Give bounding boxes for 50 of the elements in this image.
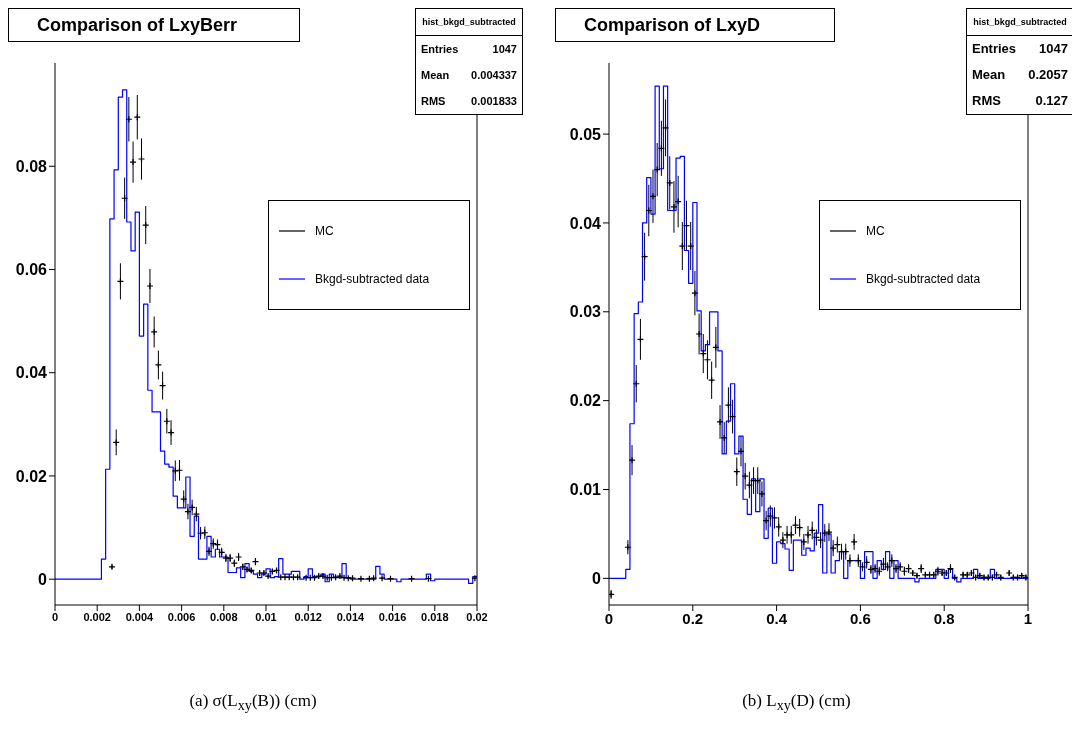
annotation: RMS [972, 92, 1001, 110]
x-tick-label: 1 [1023, 609, 1033, 627]
text: Entries [421, 42, 459, 57]
annotation: Mean [421, 68, 450, 83]
x-axis-title: (a) σ(L$_{xy}$(B)) (cm) [188, 691, 318, 715]
annotation: RMS [421, 94, 446, 109]
x-tick-label: 0.004 [125, 610, 155, 623]
x-tick-label: 0.02 [466, 610, 488, 623]
x-tick-label: 0.2 [682, 609, 704, 627]
legend-label: Bkgd-subtracted data [315, 272, 430, 286]
x-tick-label: 0.018 [421, 610, 449, 623]
x-tick-label: 0.014 [336, 610, 366, 623]
x-tick-label: 0.6 [849, 609, 871, 627]
text: Entries [972, 40, 1017, 58]
x-tick-label: 0.012 [294, 610, 322, 623]
x-axis-title: (b) L$_{xy}$(D) (cm) [741, 691, 852, 715]
y-tick-label: 0.02 [15, 467, 48, 485]
text: 0.2057 [1028, 66, 1068, 84]
y-tick-label: 0.01 [569, 481, 602, 499]
y-tick-label: 0 [38, 570, 48, 588]
y-tick-label: 0.08 [15, 157, 48, 175]
x-tick-label: 0 [604, 609, 614, 627]
y-tick-label: 0.04 [15, 364, 48, 382]
y-tick-label: 0.06 [15, 261, 48, 279]
text: 1047 [1039, 40, 1068, 58]
y-tick-label: 0.05 [569, 125, 602, 143]
text: hist_bkgd_subtracted [416, 9, 522, 36]
text: 0.127 [1035, 92, 1068, 110]
annotation: Mean [972, 66, 1006, 84]
chart-title: Comparison of LxyBerr [8, 8, 300, 42]
x-tick-label: 0.8 [933, 609, 955, 627]
x-tick-label: 0 [51, 610, 59, 623]
text: 1047 [492, 42, 517, 57]
chart-title: Comparison of LxyD [555, 8, 835, 42]
x-tick-label: 0.006 [167, 610, 196, 623]
x-tick-label: 0.016 [378, 610, 407, 623]
annotation: 0.004337 [471, 68, 517, 83]
legend-label: MC [315, 224, 334, 238]
x-tick-label: 0.008 [210, 610, 238, 623]
legend-label: MC [866, 224, 885, 238]
x-tick-label: 0.4 [766, 609, 788, 627]
text: hist_bkgd_subtracted [967, 9, 1072, 36]
annotation: 0.001833 [471, 94, 517, 109]
y-tick-label: 0.02 [569, 392, 602, 410]
x-tick-label: 0.002 [83, 610, 111, 623]
x-tick-label: 0.01 [255, 610, 277, 623]
y-tick-label: 0.03 [569, 303, 602, 321]
legend-label: Bkgd-subtracted data [866, 272, 981, 286]
y-tick-label: 0 [592, 570, 602, 588]
y-tick-label: 0.04 [569, 214, 602, 232]
